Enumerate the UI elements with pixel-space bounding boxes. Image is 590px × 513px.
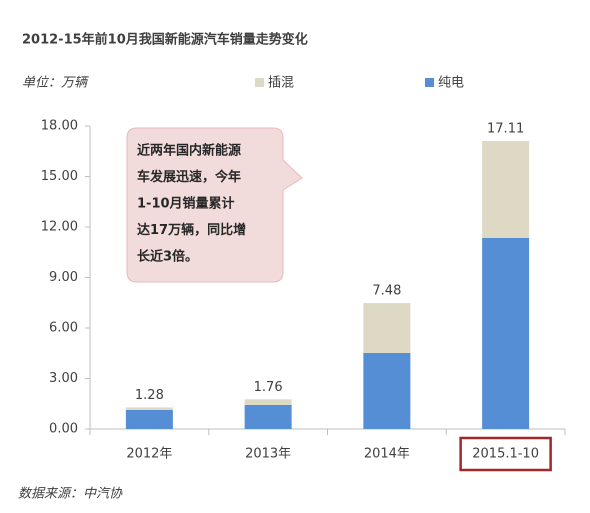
total-label: 7.48 (372, 284, 401, 299)
x-tick-label: 2012年 (126, 447, 172, 462)
y-tick-label: 15.00 (41, 169, 78, 184)
y-tick-label: 6.00 (49, 321, 78, 336)
y-tick-label: 18.00 (41, 119, 78, 134)
unit-label: 单位：万辆 (22, 75, 89, 91)
y-tick-label: 12.00 (41, 220, 78, 235)
y-tick-label: 9.00 (49, 270, 78, 285)
annotation-line: 车发展迅速，今年 (137, 169, 241, 185)
x-tick-label: 2015.1-10 (472, 447, 539, 462)
highlight-box (459, 436, 552, 472)
bar-segment (482, 237, 530, 429)
legend-label: 纯电 (438, 76, 464, 91)
bar-segment (482, 140, 530, 238)
annotation-line: 近两年国内新能源 (137, 143, 241, 159)
legend-swatch (255, 78, 264, 87)
bar-segment (125, 409, 173, 429)
annotation-line: 长近3倍。 (137, 249, 198, 265)
bar-segment (363, 303, 411, 353)
y-tick-label: 3.00 (49, 371, 78, 386)
x-tick-label: 2014年 (364, 447, 410, 462)
source: 数据来源：中汽协 (18, 487, 123, 502)
legend-swatch (425, 78, 434, 87)
annotation-line: 达17万辆，同比增 (137, 222, 246, 238)
bar-segment (363, 352, 411, 429)
x-tick-label: 2013年 (245, 447, 291, 462)
legend-label: 插混 (268, 76, 294, 91)
bar-segment (125, 407, 173, 410)
annotation-line: 1-10月销量累计 (137, 196, 235, 212)
annotation-bubble (126, 127, 303, 283)
bar-segment (244, 404, 292, 429)
chart-title: 2012-15年前10月我国新能源汽车销量走势变化 (22, 32, 308, 48)
total-label: 1.28 (135, 388, 164, 403)
total-label: 17.11 (487, 121, 524, 136)
bar-segment (244, 399, 292, 405)
total-label: 1.76 (254, 380, 283, 395)
y-tick-label: 0.00 (49, 422, 78, 437)
